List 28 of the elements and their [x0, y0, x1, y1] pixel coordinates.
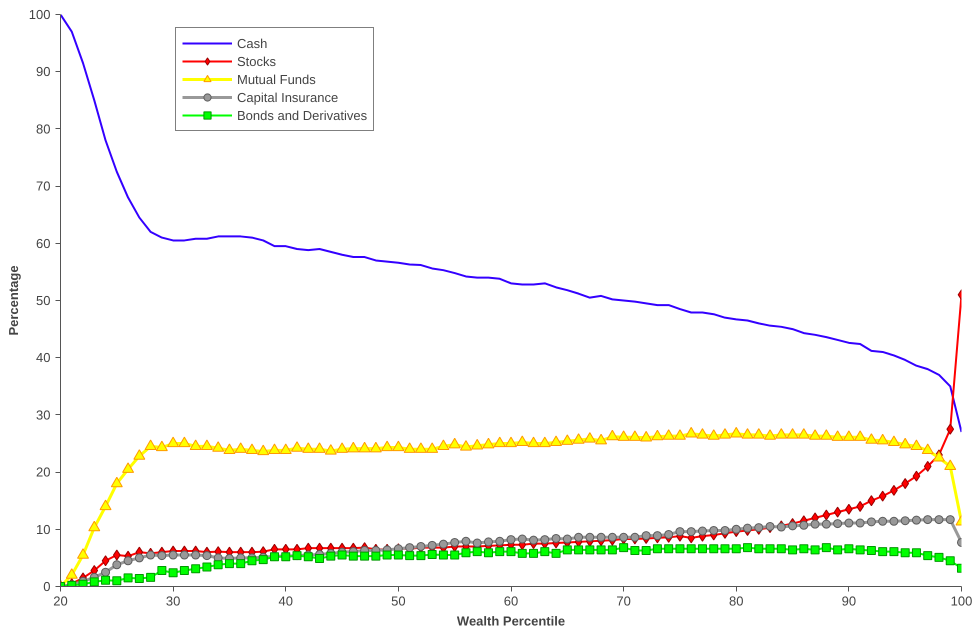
x-tick-label: 40: [278, 594, 293, 608]
y-tick-label: 70: [36, 178, 51, 194]
x-axis-title: Wealth Percentile: [456, 614, 566, 628]
y-tick-label: 90: [36, 64, 51, 80]
legend-label: Bonds and Derivatives: [237, 106, 368, 124]
y-tick-label: 10: [36, 522, 51, 537]
x-tick-label: 20: [53, 594, 68, 608]
legend-label: Mutual Funds: [237, 70, 316, 88]
x-tick-label: 60: [504, 594, 518, 608]
x-tick-label: 100: [950, 594, 972, 608]
legend-label: Capital Insurance: [237, 88, 338, 106]
y-tick-label: 50: [36, 293, 51, 308]
x-tick-label: 30: [166, 594, 180, 608]
y-axis-title: Percentage: [6, 265, 21, 336]
y-tick-label: 20: [36, 464, 51, 480]
y-tick-label: 80: [36, 121, 51, 136]
y-tick-label: 60: [36, 236, 51, 251]
x-tick-label: 50: [391, 594, 406, 608]
legend-label: Cash: [237, 34, 268, 52]
x-tick-label: 90: [842, 594, 856, 608]
y-tick-label: 0: [43, 579, 51, 594]
legend-label: Stocks: [237, 52, 276, 70]
y-tick-label: 100: [28, 7, 51, 22]
line-series: [60, 14, 962, 434]
y-tick-label: 40: [36, 350, 51, 366]
y-tick-label: 30: [36, 407, 51, 422]
x-tick-label: 80: [729, 594, 744, 608]
x-tick-label: 70: [616, 594, 631, 608]
